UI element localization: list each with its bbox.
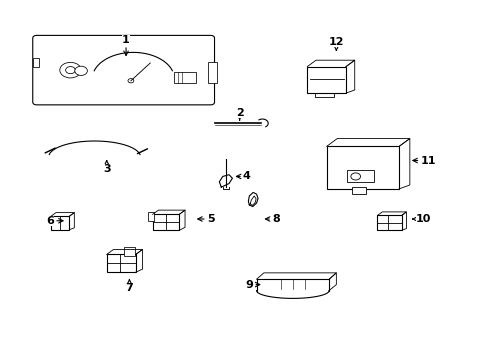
Text: 8: 8 [265,214,279,224]
Text: 12: 12 [328,37,344,50]
Text: 3: 3 [102,161,110,174]
Text: 9: 9 [245,280,259,289]
Bar [147,212,153,221]
FancyBboxPatch shape [33,35,214,105]
Circle shape [128,78,134,83]
Bar [152,215,179,230]
Text: 7: 7 [125,280,133,293]
Bar [351,187,366,194]
Circle shape [75,66,87,76]
Bar [208,62,217,83]
Circle shape [350,173,360,180]
Text: 6: 6 [46,216,63,226]
Text: 1: 1 [122,35,130,55]
Text: 5: 5 [197,214,214,224]
Circle shape [65,67,75,74]
Text: 2: 2 [235,108,243,121]
Bar [33,58,39,67]
Text: 11: 11 [412,156,435,166]
Text: 4: 4 [236,171,250,181]
Bar [106,255,136,272]
Circle shape [60,62,81,78]
Bar [174,72,196,82]
Text: 10: 10 [412,214,430,224]
Bar [124,247,135,256]
Bar [377,215,401,230]
Bar [346,170,373,183]
Bar [307,67,346,93]
Bar [51,216,69,230]
Bar [326,146,398,189]
